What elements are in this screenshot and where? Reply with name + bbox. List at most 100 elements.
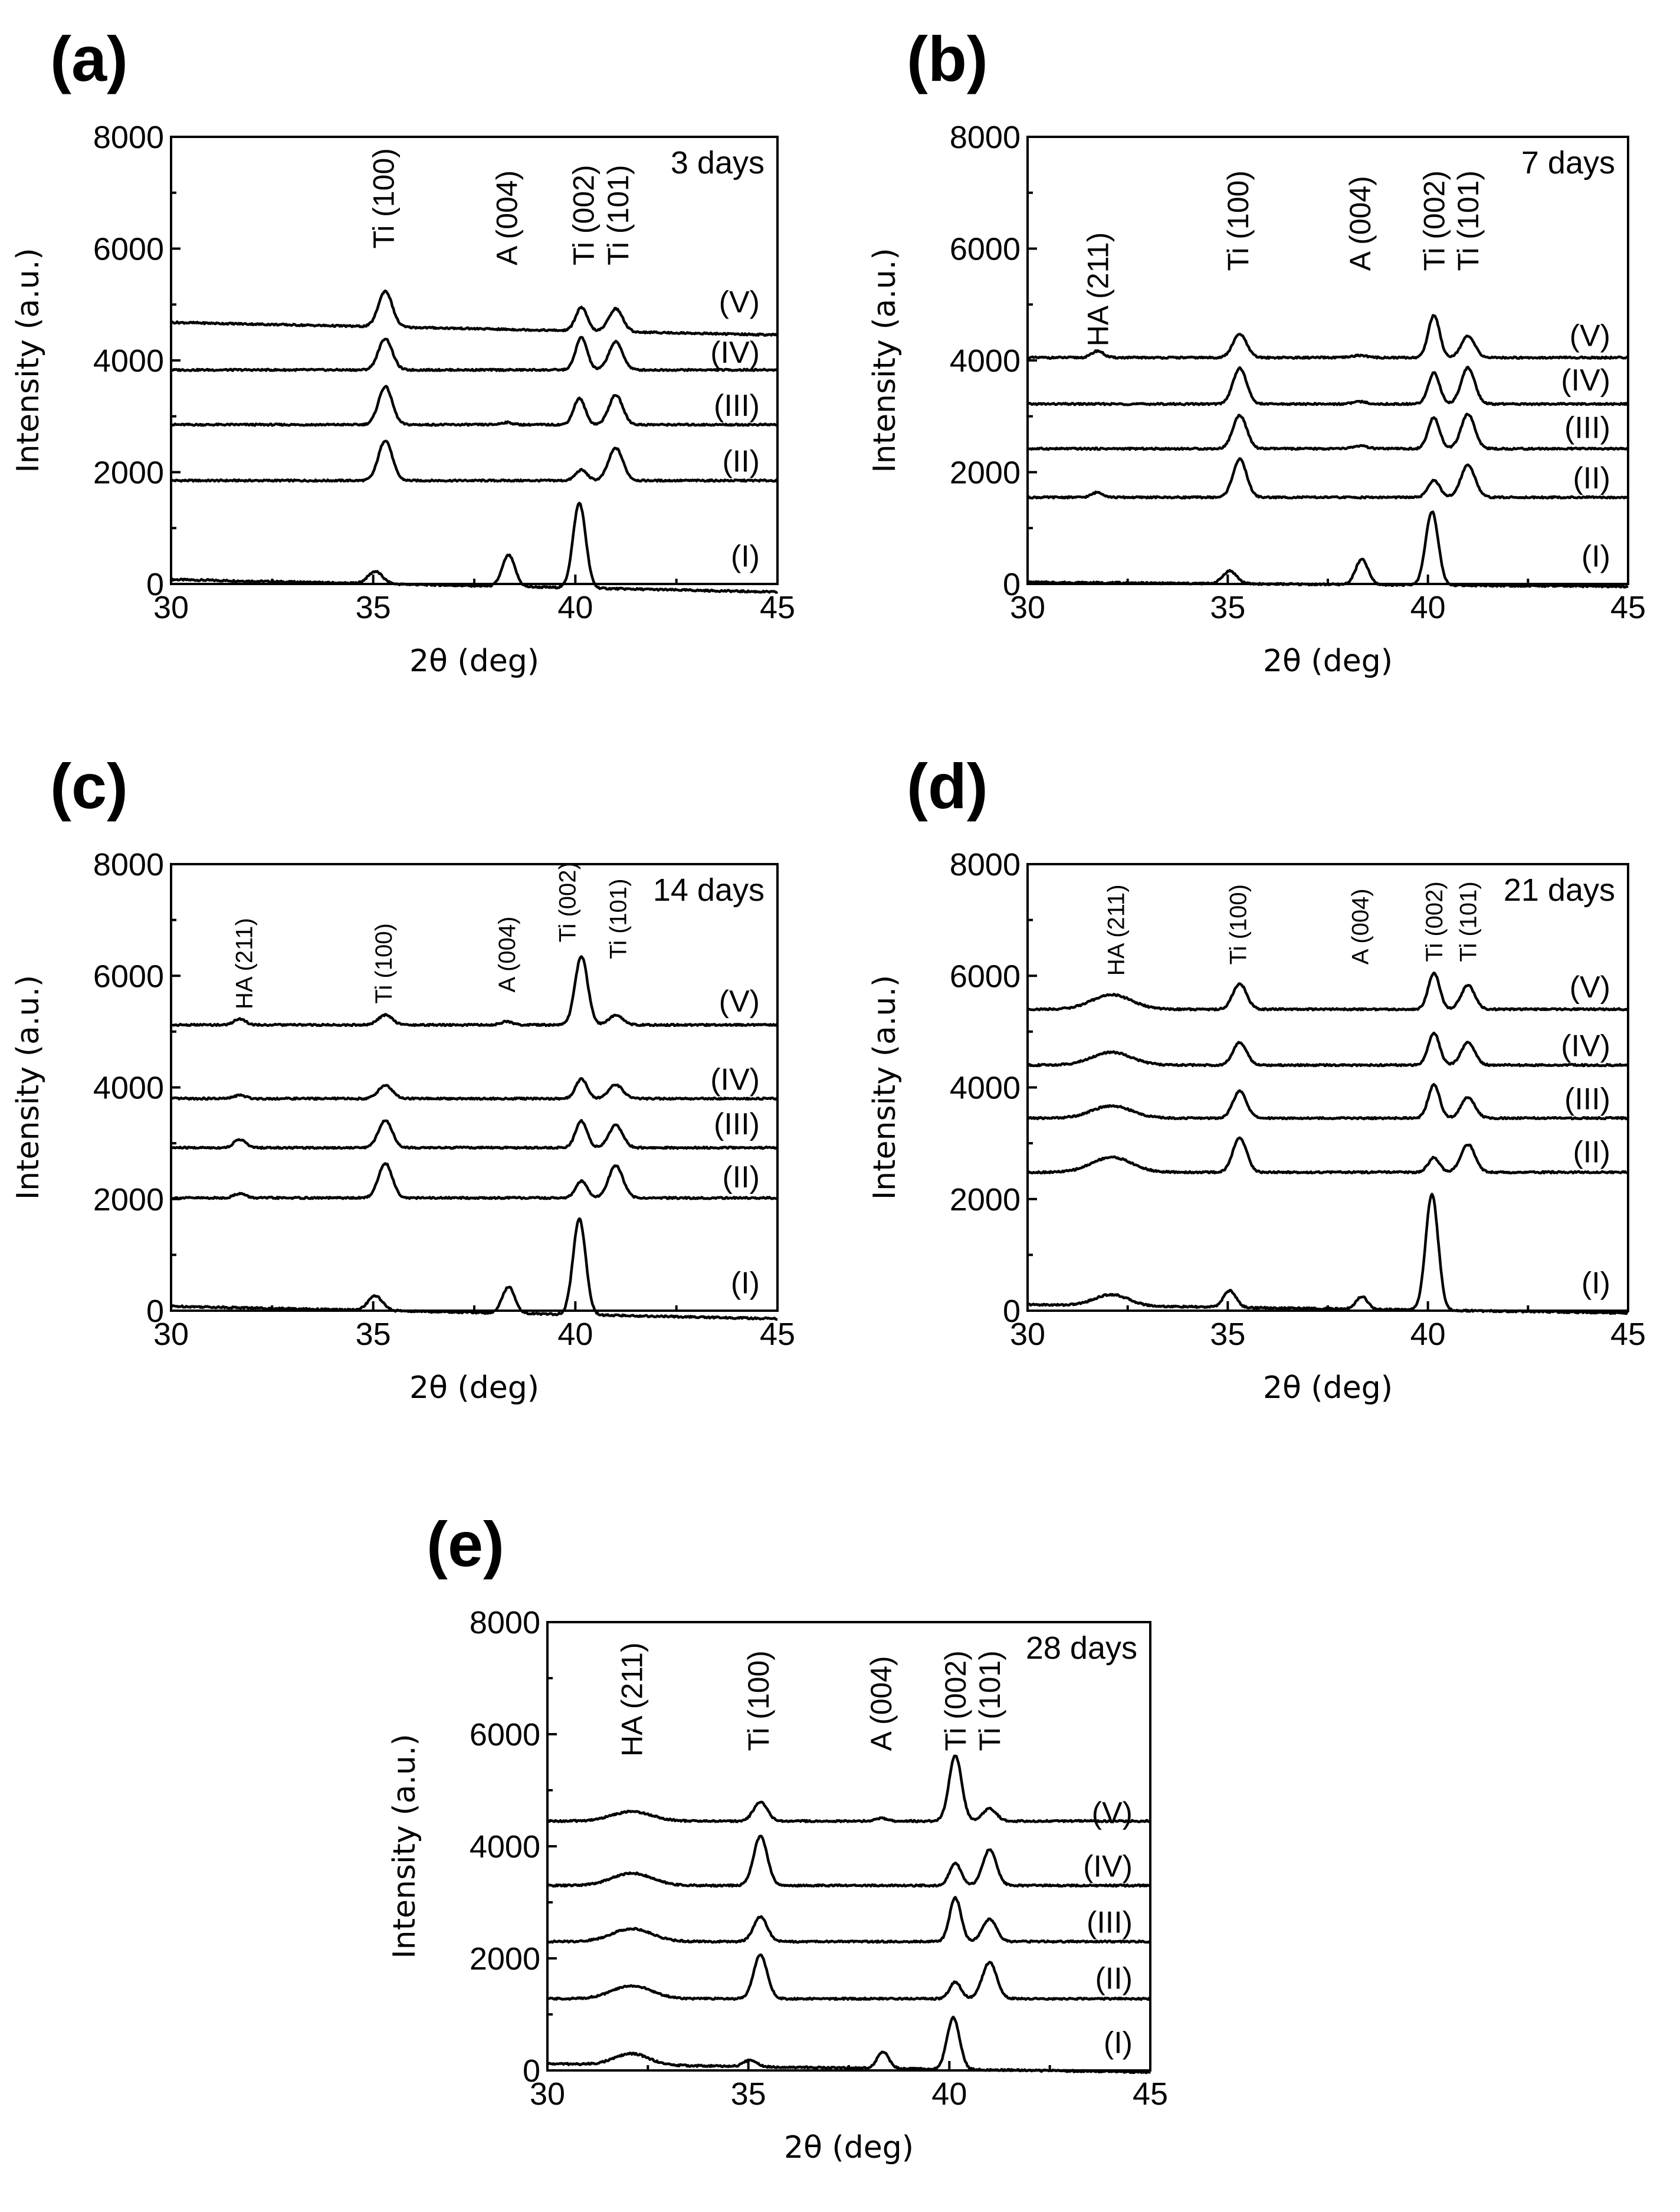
peak-label: HA (211) <box>616 1642 649 1757</box>
y-tick-label: 2000 <box>93 1182 164 1217</box>
x-tick-label: 30 <box>1010 1317 1045 1352</box>
y-tick-label: 0 <box>523 2053 540 2089</box>
y-tick-label: 6000 <box>470 1717 540 1752</box>
x-tick-label: 30 <box>530 2076 565 2112</box>
peak-label: A (004) <box>1344 176 1377 271</box>
duration-label: 21 days <box>1504 872 1615 908</box>
series-label: (II) <box>1095 1961 1133 1996</box>
peak-label: Ti (100) <box>742 1650 775 1751</box>
peak-label: Ti (100) <box>1222 170 1255 271</box>
series-label: (I) <box>1581 540 1610 574</box>
series-label: (III) <box>1564 1082 1610 1116</box>
y-tick-label: 2000 <box>950 1182 1021 1217</box>
duration-label: 14 days <box>653 872 764 908</box>
x-tick-label: 40 <box>557 1317 593 1352</box>
series-label: (V) <box>719 984 760 1019</box>
xrd-trace-ii <box>546 1953 1151 2001</box>
plot-frame <box>170 863 779 1312</box>
x-tick-label: 45 <box>760 1317 795 1352</box>
x-tick-label: 40 <box>557 590 593 625</box>
y-tick-label: 0 <box>146 567 164 602</box>
x-tick-label: 40 <box>1410 590 1446 625</box>
y-tick-label: 4000 <box>470 1829 540 1865</box>
panel-e: (e) 0 2000 4000 6000 8000 30 35 40 45 2θ (deg) Inte… <box>387 1508 1168 2165</box>
peak-label: Ti (101) <box>973 1650 1006 1751</box>
y-tick-label: 4000 <box>950 343 1021 379</box>
xrd-trace-ii <box>1026 457 1629 500</box>
y-tick-label: 8000 <box>950 847 1021 882</box>
x-axis-title: 2θ (deg) <box>1263 1370 1393 1406</box>
panel-letter-c: (c) <box>50 750 128 822</box>
peak-label: Ti (002) <box>1422 881 1448 961</box>
panel-letter-d: (d) <box>907 750 988 822</box>
series-label: (II) <box>722 445 760 479</box>
peak-label: Ti (002) <box>555 862 581 942</box>
series-label: (III) <box>714 389 760 423</box>
peak-label: Ti (002) <box>567 165 601 265</box>
peak-label: Ti (002) <box>1418 170 1451 271</box>
xrd-trace-i <box>547 2016 1151 2075</box>
y-tick-label: 0 <box>146 1294 164 1329</box>
x-axis-title: 2θ (deg) <box>409 1370 539 1406</box>
x-tick-label: 30 <box>1010 590 1045 625</box>
series-label: (IV) <box>1561 363 1610 398</box>
x-tick-label: 35 <box>356 590 391 625</box>
y-tick-label: 2000 <box>93 455 164 491</box>
x-axis-title: 2θ (deg) <box>1263 644 1393 679</box>
peak-label: HA (211) <box>1081 232 1114 347</box>
x-axis-title: 2θ (deg) <box>784 2130 914 2165</box>
plot-frame <box>170 136 779 585</box>
x-tick-label: 40 <box>1410 1317 1446 1352</box>
peak-label: Ti (101) <box>602 165 635 265</box>
y-tick-label: 2000 <box>470 1941 540 1977</box>
y-tick-label: 8000 <box>93 120 164 155</box>
y-axis-title: Intensity (a.u.) <box>867 248 903 472</box>
series-label: (V) <box>719 285 760 320</box>
peak-label: Ti (002) <box>939 1650 972 1751</box>
xrd-trace-iii <box>170 385 778 427</box>
panel-b: (b) 0 2000 4000 6000 8000 30 35 40 45 2θ (deg) Inte… <box>867 23 1646 679</box>
panel-letter-a: (a) <box>50 23 128 94</box>
y-tick-label: 8000 <box>470 1605 540 1640</box>
xrd-trace-iii <box>170 1118 778 1150</box>
peak-label: Ti (100) <box>371 923 397 1003</box>
panel-letter-e: (e) <box>426 1508 504 1580</box>
x-tick-label: 35 <box>1210 590 1245 625</box>
y-tick-label: 0 <box>1003 567 1021 602</box>
peak-label: Ti (101) <box>605 879 631 959</box>
x-tick-label: 30 <box>153 1317 189 1352</box>
x-tick-label: 35 <box>731 2076 766 2112</box>
x-tick-label: 45 <box>760 590 795 625</box>
xrd-trace-iii <box>1026 412 1629 451</box>
series-label: (V) <box>1570 319 1610 353</box>
x-tick-label: 35 <box>356 1317 391 1352</box>
xrd-trace-ii <box>1026 1136 1629 1174</box>
y-tick-label: 8000 <box>950 120 1021 155</box>
series-label: (V) <box>1092 1796 1133 1830</box>
series-label: (I) <box>731 1266 760 1301</box>
peak-label: Ti (101) <box>1456 881 1482 961</box>
xrd-trace-v <box>1026 314 1629 360</box>
y-tick-label: 6000 <box>950 959 1021 994</box>
series-label: (I) <box>731 540 760 574</box>
x-tick-label: 40 <box>931 2076 967 2112</box>
y-tick-label: 6000 <box>93 232 164 267</box>
xrd-trace-iv <box>1027 1031 1629 1068</box>
xrd-trace-i <box>1027 1193 1629 1315</box>
peak-label: A (004) <box>1347 888 1373 964</box>
y-axis-title: Intensity (a.u.) <box>867 975 903 1200</box>
xrd-trace-iv <box>170 336 779 372</box>
peak-label: HA (211) <box>231 918 257 1009</box>
duration-label: 3 days <box>671 145 764 180</box>
y-tick-label: 4000 <box>93 343 164 379</box>
xrd-trace-v <box>170 289 779 337</box>
x-tick-label: 35 <box>1210 1317 1245 1352</box>
xrd-trace-iii <box>547 1896 1151 1944</box>
x-tick-label: 45 <box>1133 2076 1168 2112</box>
series-label: (IV) <box>1083 1849 1133 1883</box>
y-axis-title: Intensity (a.u.) <box>11 248 46 472</box>
xrd-trace-v <box>170 955 778 1028</box>
series-label: (I) <box>1581 1266 1610 1301</box>
y-tick-label: 0 <box>1003 1294 1021 1329</box>
y-tick-label: 4000 <box>93 1071 164 1106</box>
